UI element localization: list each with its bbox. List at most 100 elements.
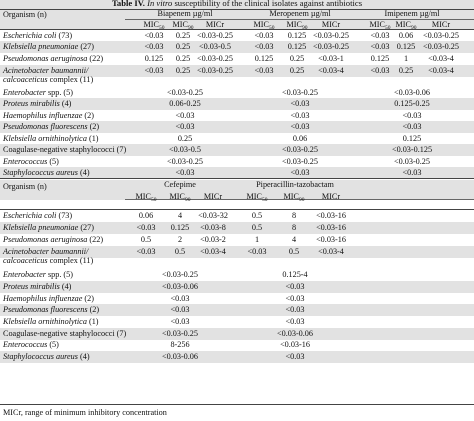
organism-count: spp. (5)	[45, 270, 73, 279]
table-row-shade	[0, 9, 474, 20]
table-cell: 8	[291, 223, 297, 232]
organism-name: Proteus mirabilis	[3, 99, 60, 108]
organism-name: Escherichia coli	[3, 211, 57, 220]
table-cell: <0.03	[402, 111, 422, 120]
table-cell: 0.25	[177, 134, 193, 143]
column-group-header: Cefepime	[164, 180, 196, 189]
table-cell: <0.03	[136, 223, 156, 232]
table-cell: <0.03-0.25	[166, 157, 204, 166]
table-cell: <0.03-0.06	[161, 282, 199, 291]
organism-label: Pseudomonas aeruginosa (22)	[3, 235, 103, 245]
column-subheader: MICr	[205, 20, 225, 29]
organism-count: (4)	[59, 282, 72, 291]
organism-count: (2)	[87, 122, 100, 131]
column-header-organism: Organism (n)	[3, 182, 47, 191]
organism-count: spp. (5)	[45, 88, 73, 97]
table-cell: <0.03	[170, 294, 190, 303]
column-subheader: MIC50	[369, 20, 391, 31]
table-cell: <0.03-0.25	[312, 31, 350, 40]
table-cell: <0.03-16	[316, 235, 346, 244]
organism-label: Escherichia coli (73)	[3, 211, 72, 221]
table-cell: 8-256	[170, 340, 190, 349]
table-row-shade	[0, 0, 474, 9]
table-rule	[0, 209, 474, 210]
organism-name: Klebsiella ornithinolytica	[3, 317, 87, 326]
organism-label: Klebsiella pneumoniae (27)	[3, 42, 94, 52]
table-cell: <0.03-0.25	[281, 88, 319, 97]
table-cell: <0.03-16	[316, 211, 346, 220]
table-cell: <0.03-4	[318, 247, 344, 256]
organism-name: Acinetobacter baumannii/	[3, 247, 89, 256]
table-cell: <0.03	[144, 31, 164, 40]
column-subheader: MIC50	[253, 20, 275, 31]
organism-label: Enterobacter spp. (5)	[3, 88, 73, 98]
column-group-header: Piperacillin-tazobactam	[256, 180, 334, 189]
table-cell: <0.03	[290, 99, 310, 108]
organism-name: Klebsiella pneumoniae	[3, 223, 79, 232]
table-cell: <0.03	[144, 66, 164, 75]
organism-count: Coagulase-negative staphylococci (7)	[3, 329, 127, 338]
table-row-shade	[0, 189, 474, 200]
table-row-shade	[0, 304, 474, 316]
organism-label: Proteus mirabilis (4)	[3, 282, 71, 292]
footnote: MICr, range of minimum inhibitory concen…	[3, 408, 167, 417]
table-cell: <0.03-0.25	[161, 329, 199, 338]
table-cell: 0.125	[170, 223, 190, 232]
table-cell: <0.03-0.25	[281, 145, 319, 154]
table-number: Table IV.	[111, 0, 145, 8]
column-subheader: MIC50	[143, 20, 165, 31]
organism-name: Pseudomonas aeruginosa	[3, 54, 88, 63]
table-cell: 0.125	[287, 31, 307, 40]
table-cell: <0.03	[285, 352, 305, 361]
organism-label: Klebsiella ornithinolytica (1)	[3, 134, 99, 144]
organism-label: Pseudomonas fluorescens (2)	[3, 122, 99, 132]
table-cell: <0.03	[370, 66, 390, 75]
table-cell: <0.03-8	[200, 223, 226, 232]
table-cell: <0.03	[402, 122, 422, 131]
organism-label: Enterobacter spp. (5)	[3, 270, 73, 280]
organism-label-line2: calcoaceticus complex (11)	[3, 75, 93, 85]
column-subheader: MIC50	[135, 192, 157, 203]
table-row-shade	[0, 167, 474, 179]
table-cell: <0.03	[175, 122, 195, 131]
column-group-header: Meropenem µg/ml	[269, 9, 331, 18]
table-cell: <0.03-32	[198, 211, 228, 220]
organism-name: Staphylococcus aureus	[3, 352, 78, 361]
organism-label: Enterococcus (5)	[3, 340, 59, 350]
column-header-organism: Organism (n)	[3, 10, 47, 19]
table-cell: <0.03-4	[200, 247, 226, 256]
table-cell: 1	[403, 54, 409, 63]
table-cell: <0.03	[175, 168, 195, 177]
column-subheader: MICr	[321, 192, 341, 201]
column-subheader: MIC90	[286, 20, 308, 31]
table-row-shade	[0, 121, 474, 133]
table-cell: <0.03-0.25	[196, 31, 234, 40]
table-cell: 0.125	[287, 42, 307, 51]
table-cell: 0.125	[370, 54, 390, 63]
organism-name: Haemophilus influenzae	[3, 111, 83, 120]
table-cell: 0.25	[175, 66, 191, 75]
column-subheader: MIC90	[172, 20, 194, 31]
organism-count: (4)	[59, 99, 72, 108]
organism-count: (1)	[86, 317, 99, 326]
table-rule	[0, 9, 474, 10]
organism-label: Pseudomonas fluorescens (2)	[3, 305, 99, 315]
organism-name: Enterococcus	[3, 157, 48, 166]
organism-name: Klebsiella pneumoniae	[3, 42, 79, 51]
table-cell: 0.125	[144, 54, 164, 63]
organism-label: Coagulase-negative staphylococci (7)	[3, 329, 126, 339]
table-cell: <0.03	[290, 111, 310, 120]
organism-name: Proteus mirabilis	[3, 282, 60, 291]
organism-label: Staphylococcus aureus (4)	[3, 352, 90, 362]
organism-count: (5)	[47, 340, 59, 349]
table-cell: 0.25	[289, 54, 305, 63]
organism-name: Acinetobacter baumannii/	[3, 66, 89, 75]
table-cell: <0.03	[254, 66, 274, 75]
organism-count: (2)	[82, 294, 94, 303]
column-group-header: Imipenem µg/ml	[384, 9, 440, 18]
table-cell: 0.125	[396, 42, 416, 51]
table-cell: 0.06-0.25	[169, 99, 201, 108]
organism-count: (22)	[87, 54, 104, 63]
organism-name: Enterobacter	[3, 270, 46, 279]
organism-count: (27)	[78, 42, 94, 51]
